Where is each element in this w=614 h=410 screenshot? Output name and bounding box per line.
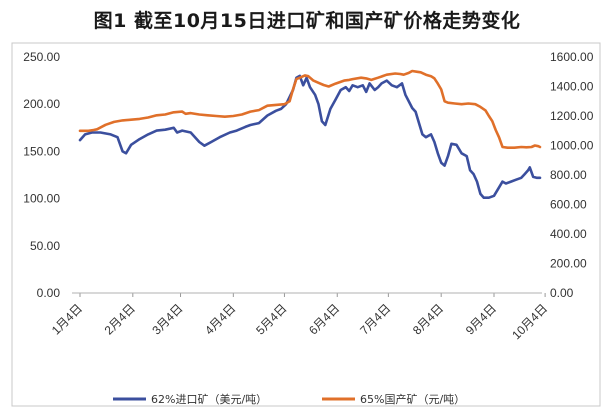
chart-title: 图1 截至10月15日进口矿和国产矿价格走势变化 — [93, 10, 521, 32]
y-right-tick-label: 800.00 — [550, 168, 587, 182]
x-tick-label: 2月4日 — [102, 301, 138, 337]
x-tick-label: 10月4日 — [509, 301, 550, 342]
y-right-tick-label: 1400.00 — [550, 80, 594, 94]
y-right-tick-label: 200.00 — [550, 257, 587, 271]
y-left-tick-label: 50.00 — [30, 239, 60, 253]
x-tick-label: 4月4日 — [202, 301, 238, 337]
y-left-axis: 0.00 50.00 100.00 150.00 200.00 250.00 — [23, 50, 60, 300]
y-right-tick-label: 1000.00 — [550, 139, 594, 153]
series-line-imported-ore — [78, 74, 542, 199]
y-left-tick-label: 150.00 — [23, 144, 60, 158]
y-right-tick-label: 1200.00 — [550, 109, 594, 123]
y-right-axis: 0.00 200.00 400.00 600.00 800.00 1000.00 1200.… — [550, 50, 594, 300]
y-right-tick-label: 600.00 — [550, 198, 587, 212]
legend-label: 65%国产矿（元/吨） — [360, 392, 465, 406]
x-tick-label: 5月4日 — [253, 301, 289, 337]
y-right-tick-label: 0.00 — [550, 286, 574, 300]
legend: 62%进口矿（美元/吨） 65%国产矿（元/吨） — [113, 392, 465, 406]
x-axis: 1月4日 2月4日 3月4日 4月4日 5月4日 6月4日 7月4日 8月4日 9月4日 10月4… — [49, 293, 550, 342]
series-line-domestic-ore — [78, 69, 542, 149]
x-tick-label: 7月4日 — [357, 301, 393, 337]
legend-label: 62%进口矿（美元/吨） — [151, 393, 267, 406]
x-tick-label: 9月4日 — [463, 301, 499, 337]
x-tick-label: 3月4日 — [149, 301, 185, 337]
y-right-tick-label: 400.00 — [550, 227, 587, 241]
y-left-tick-label: 250.00 — [23, 50, 60, 64]
y-left-tick-label: 100.00 — [23, 192, 60, 206]
y-left-tick-label: 200.00 — [23, 97, 60, 111]
x-tick-label: 6月4日 — [306, 301, 342, 337]
x-tick-label: 8月4日 — [410, 301, 446, 337]
y-left-tick-label: 0.00 — [37, 286, 61, 300]
series-layer — [78, 69, 542, 199]
y-right-tick-label: 1600.00 — [550, 50, 594, 64]
plot-frame — [11, 42, 601, 407]
x-tick-label: 1月4日 — [49, 301, 85, 337]
